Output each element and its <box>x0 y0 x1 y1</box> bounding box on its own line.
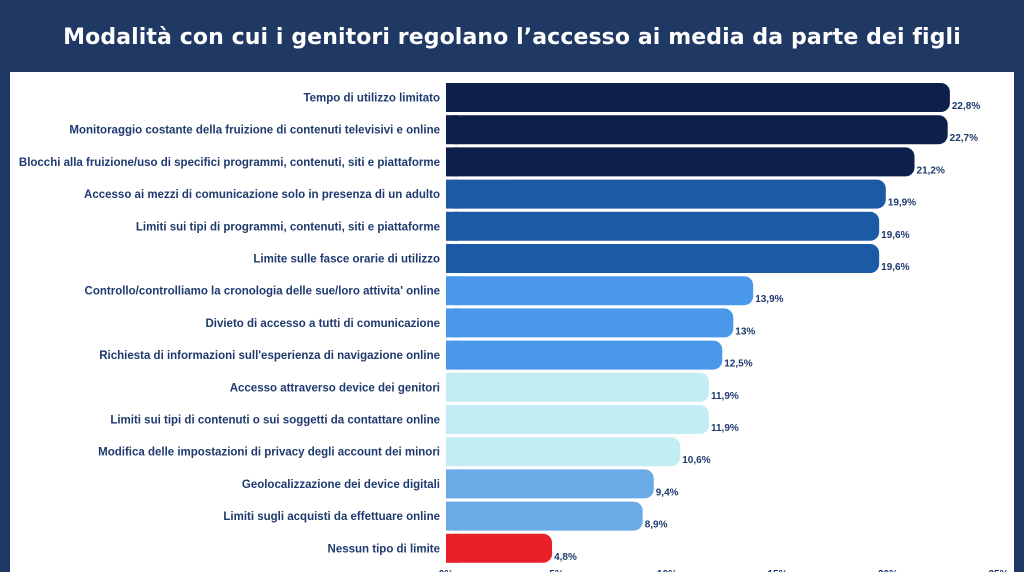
bar <box>446 308 734 338</box>
value-label: 9,4% <box>656 487 679 498</box>
x-tick-label: 20% <box>878 569 898 572</box>
bar <box>446 115 948 145</box>
x-tick-label: 15% <box>767 569 787 572</box>
value-label: 19,6% <box>881 230 909 241</box>
bar-left-edge <box>446 372 458 402</box>
category-label: Richiesta di informazioni sull'esperienz… <box>99 350 440 362</box>
value-label: 19,9% <box>888 198 916 209</box>
category-label: Tempo di utilizzo limitato <box>303 93 440 105</box>
bar-left-edge <box>446 533 458 563</box>
value-label: 19,6% <box>881 262 909 273</box>
bar <box>446 340 723 370</box>
bar-left-edge <box>446 179 458 209</box>
category-label: Monitoraggio costante della fruizione di… <box>69 125 440 137</box>
chart-panel: Tempo di utilizzo limitato 22,8% Monitorag… <box>10 72 1014 572</box>
value-label: 21,2% <box>917 165 945 176</box>
bar <box>446 405 709 434</box>
bar-left-edge <box>446 405 458 434</box>
value-label: 13,9% <box>755 294 783 305</box>
bar-left-edge <box>446 83 458 112</box>
value-label: 10,6% <box>682 455 710 466</box>
bar <box>446 501 643 531</box>
bar-chart: Tempo di utilizzo limitato 22,8% Monitorag… <box>19 83 1009 572</box>
category-label: Limiti sui tipi di contenuti o sui sogge… <box>110 415 440 427</box>
bar <box>446 437 681 467</box>
category-label: Geolocalizzazione dei device digitali <box>242 479 440 491</box>
bar-left-edge <box>446 244 458 273</box>
category-label: Controllo/controlliamo la cronologia del… <box>85 286 440 298</box>
x-tick-label: 25% <box>988 569 1008 572</box>
x-tick-label: 5% <box>549 569 564 572</box>
bar <box>446 469 654 499</box>
bar <box>446 244 880 273</box>
bar-left-edge <box>446 147 458 177</box>
bar <box>446 147 915 177</box>
bar <box>446 211 880 241</box>
category-label: Limiti sui tipi di programmi, contenuti,… <box>136 221 440 233</box>
header: Modalità con cui i genitori regolano l’a… <box>0 0 1024 74</box>
value-label: 22,7% <box>950 133 978 144</box>
bar <box>446 533 553 563</box>
bar-left-edge <box>446 437 458 467</box>
category-label: Accesso attraverso device dei genitori <box>230 382 440 394</box>
bar-left-edge <box>446 340 458 370</box>
value-label: 11,9% <box>711 391 739 402</box>
bar-left-edge <box>446 308 458 338</box>
category-label: Divieto di accesso a tutti di comunicazi… <box>205 318 440 330</box>
bar <box>446 276 754 306</box>
bar <box>446 83 950 112</box>
bar-left-edge <box>446 115 458 145</box>
bar <box>446 372 709 402</box>
x-tick-label: 10% <box>657 569 677 572</box>
bar-left-edge <box>446 276 458 306</box>
category-label: Limite sulle fasce orarie di utilizzo <box>253 254 440 266</box>
chart-title: Modalità con cui i genitori regolano l’a… <box>63 24 961 50</box>
value-label: 22,8% <box>952 101 980 112</box>
bar-left-edge <box>446 501 458 531</box>
bar-left-edge <box>446 211 458 241</box>
category-label: Modifica delle impostazioni di privacy d… <box>98 447 440 459</box>
category-label: Limiti sugli acquisti da effettuare onli… <box>223 511 440 523</box>
category-label: Blocchi alla fruizione/uso di specifici … <box>19 157 440 169</box>
value-label: 8,9% <box>645 520 668 531</box>
x-tick-label: 0% <box>439 569 454 572</box>
value-label: 13% <box>735 326 755 337</box>
value-label: 4,8% <box>554 552 577 563</box>
value-label: 12,5% <box>724 359 752 370</box>
category-label: Accesso ai mezzi di comunicazione solo i… <box>84 189 440 201</box>
category-label: Nessun tipo di limite <box>328 543 440 555</box>
bar <box>446 179 886 209</box>
bar-left-edge <box>446 469 458 499</box>
value-label: 11,9% <box>711 423 739 434</box>
